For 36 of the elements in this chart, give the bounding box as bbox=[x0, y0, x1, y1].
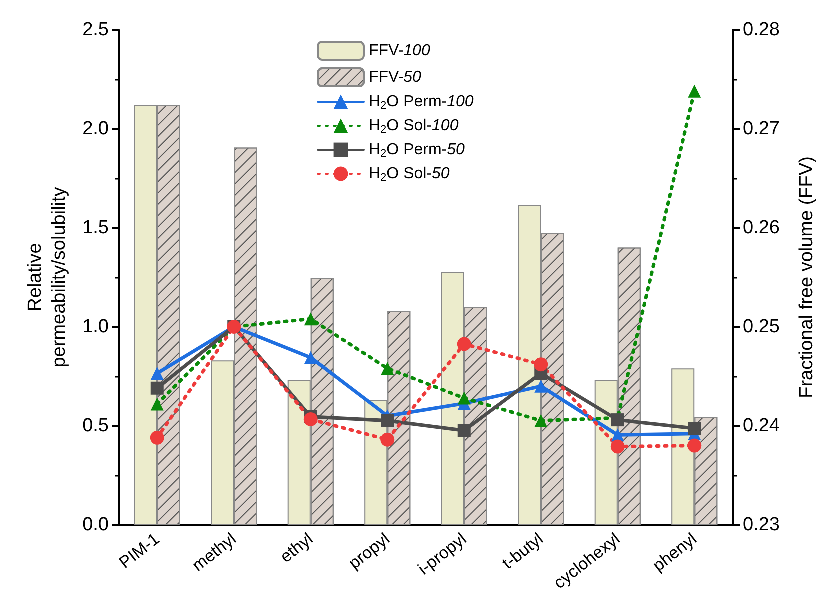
point bbox=[688, 84, 702, 98]
y-tick-label: 2.0 bbox=[82, 118, 109, 140]
legend-label: FFV-100 bbox=[369, 42, 430, 60]
point bbox=[458, 392, 471, 405]
y2-tick-label: 0.26 bbox=[743, 218, 780, 238]
y-tick-label: 1.0 bbox=[82, 316, 109, 338]
point bbox=[381, 362, 394, 376]
point bbox=[150, 367, 164, 380]
point bbox=[688, 422, 702, 436]
y2-tick-label: 0.27 bbox=[743, 118, 780, 140]
y2-tick-label: 0.23 bbox=[743, 514, 780, 536]
point bbox=[304, 351, 318, 364]
y-tick-label: 0.0 bbox=[82, 514, 109, 536]
point bbox=[150, 382, 164, 395]
legend-label: FFV-50 bbox=[369, 69, 422, 86]
point bbox=[688, 438, 702, 453]
point bbox=[534, 380, 548, 393]
point bbox=[458, 424, 471, 438]
point bbox=[304, 412, 318, 426]
y-tick-label: 2.5 bbox=[82, 20, 109, 40]
point bbox=[380, 432, 395, 447]
y2-axis-title: Fractional free volume (FFV) bbox=[796, 156, 818, 398]
y2-tick-label: 0.24 bbox=[743, 416, 780, 436]
point bbox=[534, 358, 548, 372]
y2-tick-label: 0.25 bbox=[743, 316, 780, 338]
point bbox=[150, 430, 164, 445]
y-tick-label: 1.5 bbox=[82, 218, 109, 238]
point bbox=[610, 440, 625, 454]
point bbox=[150, 398, 164, 411]
point bbox=[381, 414, 394, 428]
y2-tick-label: 0.28 bbox=[743, 20, 780, 40]
y-tick-label: 0.5 bbox=[82, 416, 109, 436]
point bbox=[304, 312, 318, 326]
point bbox=[457, 337, 472, 352]
point bbox=[534, 414, 548, 428]
y-axis-title: Relative permeability/solubility bbox=[25, 186, 70, 368]
